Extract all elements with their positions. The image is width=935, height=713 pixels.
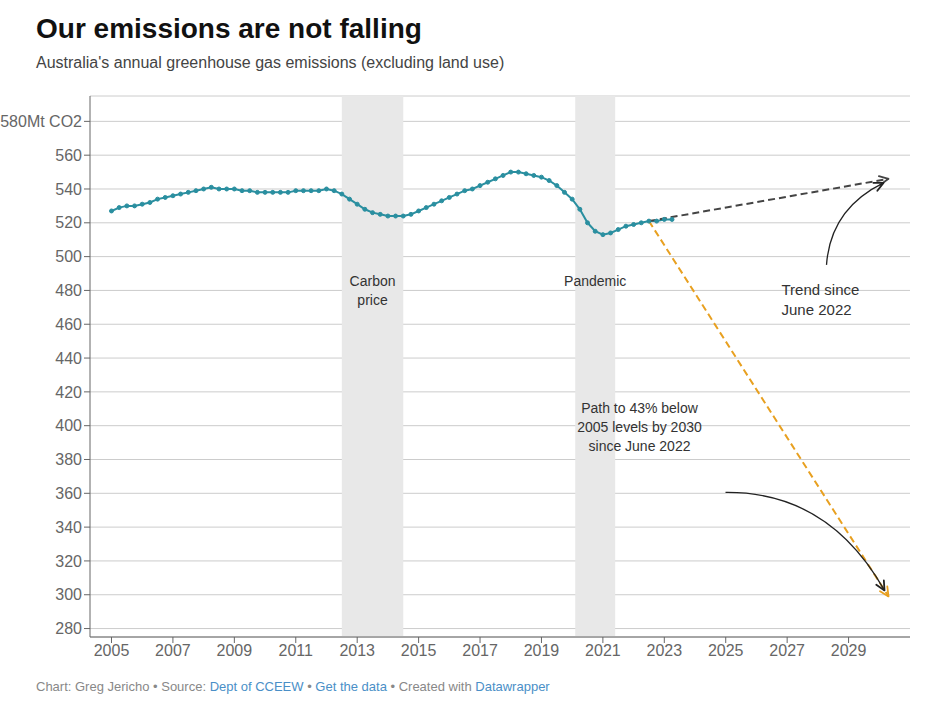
svg-text:480: 480 bbox=[55, 282, 82, 299]
svg-text:Path to 43% below2005 levels b: Path to 43% below2005 levels by 2030sinc… bbox=[577, 400, 702, 454]
svg-text:460: 460 bbox=[55, 316, 82, 333]
svg-text:420: 420 bbox=[55, 384, 82, 401]
svg-text:340: 340 bbox=[55, 519, 82, 536]
svg-text:2009: 2009 bbox=[217, 642, 253, 659]
svg-text:Carbonprice: Carbonprice bbox=[350, 273, 396, 308]
svg-text:380: 380 bbox=[55, 451, 82, 468]
svg-text:Trend sinceJune 2022: Trend sinceJune 2022 bbox=[782, 281, 860, 318]
svg-text:280: 280 bbox=[55, 620, 82, 637]
svg-text:2029: 2029 bbox=[831, 642, 867, 659]
svg-text:2019: 2019 bbox=[524, 642, 560, 659]
svg-text:440: 440 bbox=[55, 350, 82, 367]
svg-text:560: 560 bbox=[55, 147, 82, 164]
svg-text:300: 300 bbox=[55, 586, 82, 603]
svg-text:360: 360 bbox=[55, 485, 82, 502]
svg-text:580Mt CO2: 580Mt CO2 bbox=[8, 113, 82, 130]
svg-text:2011: 2011 bbox=[279, 642, 314, 659]
svg-text:Pandemic: Pandemic bbox=[564, 273, 626, 289]
svg-text:540: 540 bbox=[55, 181, 82, 198]
svg-text:400: 400 bbox=[55, 417, 82, 434]
svg-text:320: 320 bbox=[55, 553, 82, 570]
svg-text:2023: 2023 bbox=[647, 642, 683, 659]
svg-text:2005: 2005 bbox=[94, 642, 130, 659]
svg-text:2021: 2021 bbox=[585, 642, 621, 659]
svg-text:2007: 2007 bbox=[155, 642, 191, 659]
svg-text:500: 500 bbox=[55, 248, 82, 265]
svg-text:2027: 2027 bbox=[769, 642, 805, 659]
svg-text:2017: 2017 bbox=[462, 642, 498, 659]
svg-text:2013: 2013 bbox=[339, 642, 375, 659]
html-text:Our emissions are not falling: Our emissions are not falling bbox=[36, 13, 422, 44]
html-text:Chart: Greg Jericho • Source:: Chart: Greg Jericho • Source: Dept of CC… bbox=[36, 679, 550, 694]
svg-text:520: 520 bbox=[55, 214, 82, 231]
svg-text:2025: 2025 bbox=[708, 642, 744, 659]
html-text:Australia's annual greenhouse: Australia's annual greenhouse gas emissi… bbox=[36, 54, 505, 71]
svg-text:2015: 2015 bbox=[401, 642, 437, 659]
